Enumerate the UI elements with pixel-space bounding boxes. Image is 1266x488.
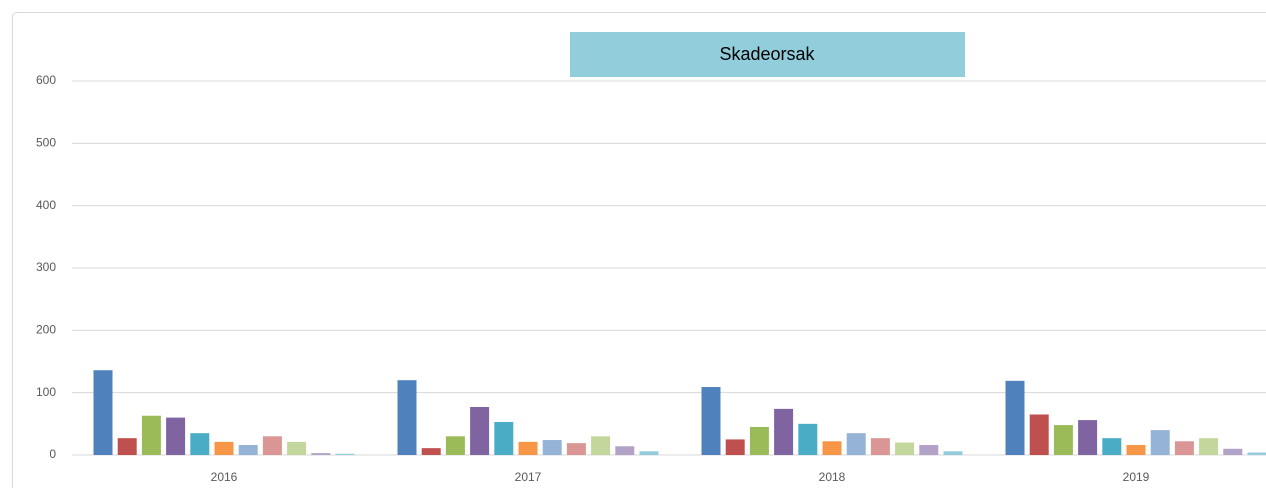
bar <box>615 446 635 455</box>
bar <box>749 426 769 455</box>
bar <box>262 436 282 455</box>
y-tick-label: 600 <box>36 73 56 87</box>
bar <box>397 380 417 455</box>
y-tick-label: 400 <box>36 198 56 212</box>
bar <box>639 451 659 455</box>
x-tick-label: 2019 <box>1123 470 1150 484</box>
bar <box>1247 452 1266 455</box>
bar <box>895 442 915 455</box>
bar <box>725 439 745 455</box>
bar <box>1029 414 1049 455</box>
bar <box>919 445 939 455</box>
bar <box>311 453 331 455</box>
y-tick-label: 100 <box>36 385 56 399</box>
bar <box>470 407 490 455</box>
bar <box>591 436 611 455</box>
bar <box>445 436 465 455</box>
x-tick-label: 2016 <box>211 470 238 484</box>
bar <box>1199 438 1219 455</box>
bar <box>1053 425 1073 455</box>
bar <box>214 441 234 455</box>
y-tick-label: 300 <box>36 260 56 274</box>
bar <box>518 441 538 455</box>
bar <box>846 433 866 455</box>
bar <box>798 423 818 455</box>
y-tick-label: 0 <box>49 447 56 461</box>
chart-title: Skadeorsak <box>719 44 815 64</box>
bar <box>1005 380 1025 455</box>
bar <box>1150 430 1170 455</box>
x-tick-label: 2018 <box>819 470 846 484</box>
bar <box>1223 448 1243 455</box>
chart-frame <box>12 12 1266 488</box>
bar <box>93 370 113 455</box>
bar <box>421 448 441 455</box>
bar <box>238 445 258 455</box>
bar <box>566 443 586 455</box>
bar <box>774 408 794 455</box>
bar <box>1174 441 1194 455</box>
bar <box>1078 420 1098 455</box>
bar <box>190 433 210 455</box>
bar <box>117 438 137 455</box>
bar <box>701 387 721 455</box>
bar <box>166 417 186 455</box>
bar <box>943 451 963 455</box>
bar <box>287 441 307 455</box>
x-tick-label: 2017 <box>515 470 542 484</box>
bar <box>141 415 161 455</box>
y-tick-label: 500 <box>36 136 56 150</box>
bar <box>1102 438 1122 455</box>
bar <box>335 453 355 455</box>
bar <box>822 441 842 455</box>
bar <box>494 421 514 455</box>
y-tick-label: 200 <box>36 323 56 337</box>
title-box <box>570 32 965 77</box>
bar <box>870 438 890 455</box>
bar <box>1126 445 1146 455</box>
bar <box>542 440 562 455</box>
